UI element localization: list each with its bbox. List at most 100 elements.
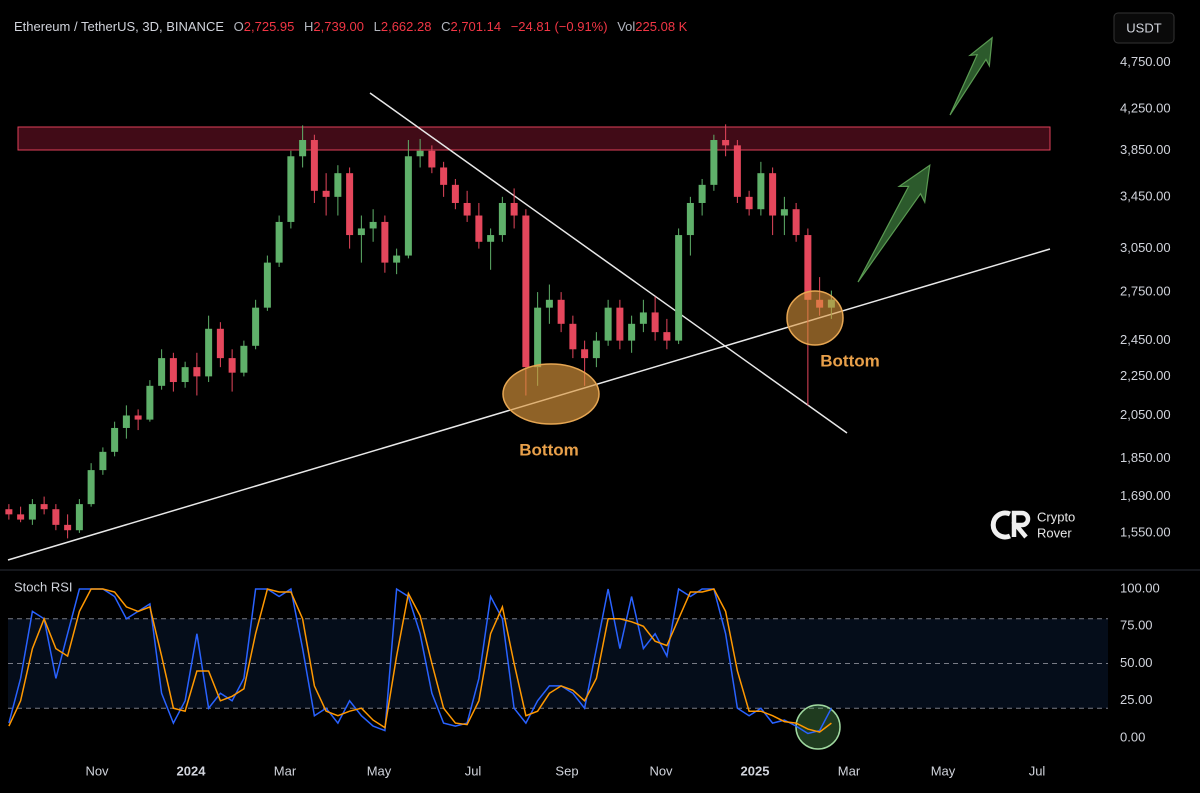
candle-body bbox=[240, 345, 248, 373]
candle-body bbox=[733, 145, 741, 197]
annotation: Bottom bbox=[820, 351, 879, 370]
y-tick-label: 2,250.00 bbox=[1120, 368, 1171, 383]
indicator-title: Stoch RSI bbox=[14, 579, 73, 594]
x-tick-label: Jul bbox=[465, 763, 482, 778]
currency-button[interactable] bbox=[1113, 12, 1175, 44]
y-tick-label: 2,750.00 bbox=[1120, 284, 1171, 299]
stoch-highlight bbox=[795, 704, 841, 750]
candle-body bbox=[487, 235, 495, 242]
y-tick-label: 4,750.00 bbox=[1120, 54, 1171, 69]
candle-body bbox=[228, 358, 236, 373]
y-tick-label: 3,850.00 bbox=[1120, 142, 1171, 157]
y-tick-label: 100.00 bbox=[1120, 580, 1160, 595]
annotation: Bottom bbox=[519, 440, 578, 459]
currency-label[interactable]: USDT bbox=[1126, 20, 1161, 35]
y-tick-label: 0.00 bbox=[1120, 729, 1145, 744]
x-tick-label: Nov bbox=[649, 763, 673, 778]
candle-body bbox=[5, 509, 13, 515]
candle-body bbox=[346, 173, 354, 236]
candle-body bbox=[745, 196, 753, 210]
x-tick-label: Sep bbox=[555, 763, 578, 778]
x-tick-label: Jul bbox=[1029, 763, 1046, 778]
candle-body bbox=[17, 514, 25, 520]
candle-body bbox=[510, 202, 518, 216]
stoch-line bbox=[8, 587, 833, 735]
candle-body bbox=[381, 221, 389, 263]
x-tick-label: May bbox=[367, 763, 392, 778]
candle-body bbox=[804, 235, 812, 300]
x-tick-label: 2025 bbox=[741, 763, 770, 778]
candle-body bbox=[193, 367, 201, 377]
candle-body bbox=[428, 150, 436, 168]
change: −24.81 (−0.91%) bbox=[511, 19, 608, 34]
up-arrow bbox=[857, 164, 931, 283]
candle-body bbox=[534, 307, 542, 368]
candle-body bbox=[651, 312, 659, 333]
y-tick-label: 2,050.00 bbox=[1120, 407, 1171, 422]
candle-body bbox=[369, 221, 377, 229]
y-tick-label: 1,550.00 bbox=[1120, 524, 1171, 539]
ohlc-value: 2,739.00 bbox=[313, 19, 364, 34]
candle-body bbox=[780, 209, 788, 216]
candle-body bbox=[99, 451, 107, 471]
candle-body bbox=[722, 140, 730, 146]
y-tick-label: 75.00 bbox=[1120, 618, 1153, 633]
candle-body bbox=[710, 140, 718, 185]
candle-body bbox=[616, 307, 624, 341]
candle-body bbox=[322, 190, 330, 197]
candle-body bbox=[111, 427, 119, 452]
candle-body bbox=[475, 215, 483, 242]
candle-body bbox=[287, 156, 295, 222]
candle-body bbox=[792, 209, 800, 236]
x-tick-label: Mar bbox=[274, 763, 297, 778]
candle-body bbox=[158, 358, 166, 386]
watermark-logo bbox=[990, 510, 1031, 540]
ohlc-key: H bbox=[304, 19, 313, 34]
candle-body bbox=[675, 235, 683, 341]
volume: 225.08 K bbox=[635, 19, 687, 34]
bottom-highlight bbox=[786, 290, 844, 346]
candle-body bbox=[604, 307, 612, 341]
candle-body bbox=[698, 184, 706, 203]
candle-body bbox=[299, 140, 307, 157]
candle-body bbox=[463, 202, 471, 216]
candle-body bbox=[557, 299, 565, 324]
candle-body bbox=[357, 228, 365, 236]
candle-body bbox=[581, 349, 589, 359]
ohlc-key: C bbox=[441, 19, 450, 34]
candle-body bbox=[28, 504, 36, 520]
y-tick-label: 4,250.00 bbox=[1120, 101, 1171, 116]
candle-body bbox=[628, 323, 636, 341]
x-tick-label: May bbox=[931, 763, 956, 778]
bottom-highlight bbox=[502, 363, 600, 425]
x-tick-label: 2024 bbox=[177, 763, 207, 778]
resistance-trendline bbox=[369, 92, 848, 434]
up-arrow bbox=[949, 36, 993, 116]
ohlc-value: 2,701.14 bbox=[450, 19, 501, 34]
candle-body bbox=[275, 221, 283, 263]
candle-body bbox=[334, 173, 342, 197]
watermark-text: Crypto bbox=[1037, 509, 1075, 524]
candle-body bbox=[639, 312, 647, 324]
x-tick-label: Mar bbox=[838, 763, 861, 778]
candle-body bbox=[545, 299, 553, 308]
x-tick-label: Nov bbox=[85, 763, 109, 778]
y-tick-label: 50.00 bbox=[1120, 655, 1153, 670]
stoch-panel bbox=[8, 618, 1108, 709]
ohlc-value: 2,662.28 bbox=[381, 19, 432, 34]
y-tick-label: 3,050.00 bbox=[1120, 240, 1171, 255]
candle-body bbox=[216, 328, 224, 359]
candle-body bbox=[52, 509, 60, 525]
candle-body bbox=[64, 524, 72, 531]
watermark-text: Rover bbox=[1037, 525, 1072, 540]
candle-body bbox=[663, 332, 671, 341]
candle-body bbox=[592, 340, 600, 359]
candle-body bbox=[686, 202, 694, 236]
candle-body bbox=[393, 255, 401, 263]
resistance-zone bbox=[17, 126, 1051, 151]
candle-body bbox=[134, 415, 142, 420]
candle-body bbox=[122, 415, 130, 428]
candle-body bbox=[181, 367, 189, 383]
candle-body bbox=[146, 385, 154, 420]
